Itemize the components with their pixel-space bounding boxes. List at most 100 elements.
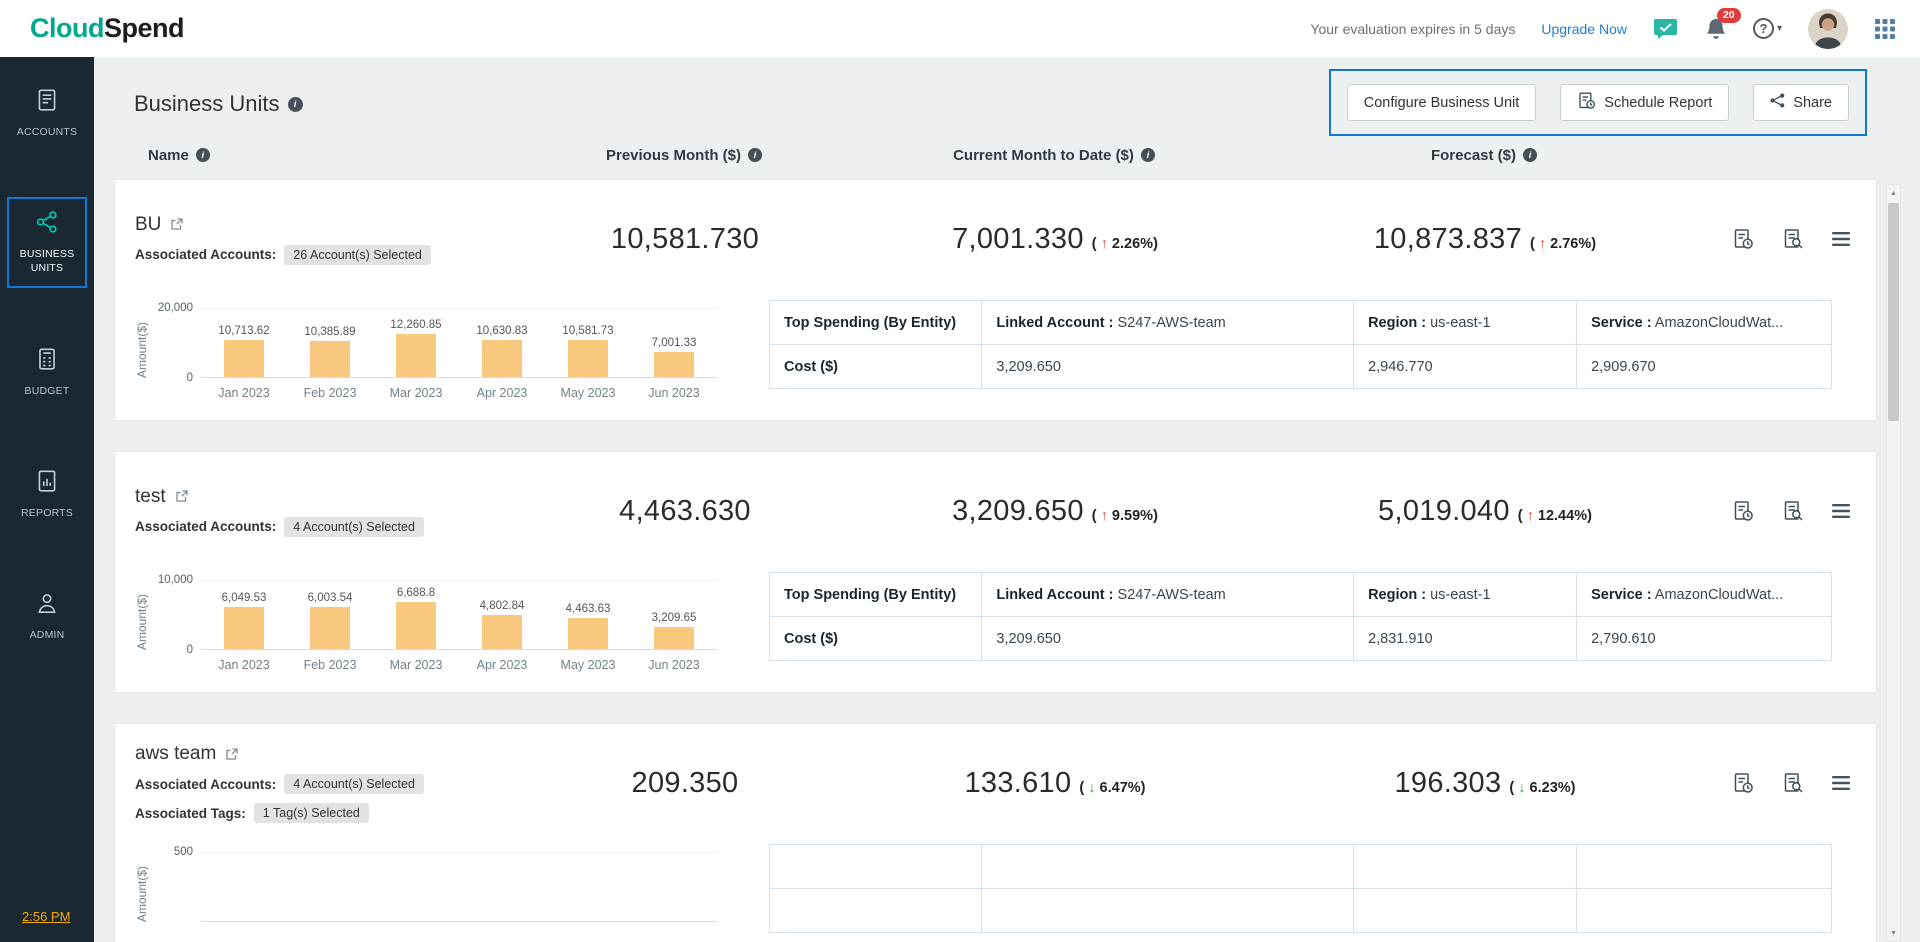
chart-plot-area bbox=[201, 852, 717, 922]
upgrade-now-link[interactable]: Upgrade Now bbox=[1541, 21, 1627, 37]
share-button[interactable]: Share bbox=[1753, 84, 1849, 121]
table-value-cell: 3,209.650 bbox=[982, 345, 1354, 389]
bar-value-label: 10,713.62 bbox=[218, 325, 269, 337]
forecast-change: ( ↓ 6.23%) bbox=[1509, 780, 1575, 796]
x-axis-label: Apr 2023 bbox=[459, 378, 545, 400]
associated-accounts-badge: 4 Account(s) Selected bbox=[284, 517, 424, 537]
scrollbar-track[interactable] bbox=[1887, 201, 1900, 925]
table-header-cell: Region : us-east-1 bbox=[1354, 301, 1577, 345]
export-report-icon[interactable] bbox=[1732, 772, 1754, 794]
view-report-icon[interactable] bbox=[1782, 228, 1804, 250]
sidebar-item-label: ACCOUNTS bbox=[17, 125, 78, 139]
table-header-label: Top Spending (By Entity) bbox=[784, 587, 956, 603]
x-axis-label: Jun 2023 bbox=[631, 650, 717, 672]
external-link-icon[interactable] bbox=[225, 748, 238, 761]
chat-icon[interactable] bbox=[1653, 17, 1679, 41]
export-report-icon[interactable] bbox=[1732, 228, 1754, 250]
business-unit-name[interactable]: test bbox=[135, 486, 166, 508]
chart-bar bbox=[224, 607, 264, 649]
change-percent: 9.59% bbox=[1108, 508, 1153, 524]
forecast-value: 10,873.837( ↑ 2.76%) bbox=[1275, 223, 1695, 256]
up-trend-arrow: ↑ bbox=[1101, 508, 1108, 524]
current-month-change: ( ↑ 9.59%) bbox=[1092, 508, 1158, 524]
sidebar-item-business-units[interactable]: BUSINESS UNITS bbox=[7, 197, 87, 287]
sidebar-item-label: REPORTS bbox=[21, 506, 73, 520]
user-avatar[interactable] bbox=[1808, 9, 1848, 49]
help-menu[interactable]: ? ▾ bbox=[1753, 18, 1782, 39]
business-units-list: BU Associated Accounts: 26 Account(s) Se… bbox=[114, 179, 1877, 942]
info-icon[interactable]: i bbox=[748, 148, 762, 162]
y-axis-min-tick: 0 bbox=[187, 372, 193, 384]
topbar: CloudSpend Your evaluation expires in 5 … bbox=[0, 0, 1920, 57]
down-trend-arrow: ↓ bbox=[1518, 780, 1525, 796]
vertical-scrollbar[interactable]: ▲ ▼ bbox=[1886, 184, 1901, 942]
card-menu-icon[interactable] bbox=[1832, 775, 1852, 791]
y-axis-max-tick: 20,000 bbox=[158, 302, 193, 314]
cloudspend-logo[interactable]: CloudSpend bbox=[30, 13, 184, 44]
business-units-icon bbox=[34, 209, 60, 240]
session-time[interactable]: 2:56 PM bbox=[22, 909, 70, 924]
card-menu-icon[interactable] bbox=[1832, 231, 1852, 247]
chart-bar bbox=[568, 340, 608, 377]
bar-value-label: 6,688.8 bbox=[397, 587, 435, 599]
down-trend-arrow: ↓ bbox=[1088, 780, 1095, 796]
view-report-icon[interactable] bbox=[1782, 500, 1804, 522]
monthly-spend-chart: Amount($) 500 bbox=[135, 830, 735, 922]
view-report-icon[interactable] bbox=[1782, 772, 1804, 794]
forecast-value: 196.303( ↓ 6.23%) bbox=[1275, 767, 1695, 800]
scroll-down-arrow[interactable]: ▼ bbox=[1887, 925, 1900, 941]
info-icon[interactable]: i bbox=[1523, 148, 1537, 162]
table-header-cell bbox=[1577, 845, 1832, 889]
schedule-report-icon bbox=[1577, 91, 1596, 114]
y-axis-max-tick: 500 bbox=[174, 846, 193, 858]
export-report-icon[interactable] bbox=[1732, 500, 1754, 522]
sidebar-item-accounts[interactable]: ACCOUNTS bbox=[7, 75, 87, 151]
x-axis-label: May 2023 bbox=[545, 378, 631, 400]
scrollbar-thumb[interactable] bbox=[1888, 203, 1899, 421]
bar-value-label: 6,003.54 bbox=[308, 592, 353, 604]
table-header-cell: Service : AmazonCloudWat... bbox=[1577, 573, 1832, 617]
sidebar-item-label: ADMIN bbox=[30, 628, 65, 642]
logo-text-spend: Spend bbox=[104, 13, 184, 43]
associated-accounts-label: Associated Accounts: bbox=[135, 777, 276, 792]
info-icon[interactable]: i bbox=[1141, 148, 1155, 162]
table-header-row bbox=[770, 845, 1832, 889]
sidebar-item-budget[interactable]: BUDGET bbox=[7, 334, 87, 410]
business-unit-name[interactable]: aws team bbox=[135, 743, 216, 765]
bar-value-label: 10,581.73 bbox=[562, 325, 613, 337]
monthly-spend-chart: Amount($) 10,000 0 6,049.536,003.546,688… bbox=[135, 558, 735, 672]
notifications-bell-icon[interactable]: 20 bbox=[1705, 17, 1727, 41]
chart-bar-slot: 10,385.89 bbox=[287, 326, 373, 377]
sidebar-item-reports[interactable]: REPORTS bbox=[7, 456, 87, 532]
forecast-value: 5,019.040( ↑ 12.44%) bbox=[1275, 495, 1695, 528]
monthly-spend-chart: Amount($) 20,000 0 10,713.6210,385.8912,… bbox=[135, 286, 735, 400]
table-header-label: Service : bbox=[1591, 315, 1651, 331]
card-menu-icon[interactable] bbox=[1832, 503, 1852, 519]
chart-bar-slot: 4,802.84 bbox=[459, 600, 545, 649]
sidebar-item-admin[interactable]: ADMIN bbox=[7, 578, 87, 654]
table-column-headers: Namei Previous Month ($)i Current Month … bbox=[114, 137, 1877, 173]
top-spending-table: Top Spending (By Entity)Linked Account :… bbox=[769, 572, 1832, 661]
current-month-change: ( ↑ 2.26%) bbox=[1092, 236, 1158, 252]
external-link-icon[interactable] bbox=[170, 218, 183, 231]
chart-bar-slot: 7,001.33 bbox=[631, 337, 717, 377]
main-content: Business Units i Configure Business Unit… bbox=[94, 57, 1920, 942]
table-value-cell: 2,946.770 bbox=[1354, 345, 1577, 389]
chart-bar-slot: 12,260.85 bbox=[373, 319, 459, 377]
apps-grid-icon[interactable] bbox=[1874, 18, 1896, 40]
scroll-up-arrow[interactable]: ▲ bbox=[1887, 185, 1900, 201]
configure-business-unit-button[interactable]: Configure Business Unit bbox=[1347, 84, 1537, 121]
page-header: Business Units i Configure Business Unit… bbox=[114, 57, 1877, 137]
associated-tags-badge: 1 Tag(s) Selected bbox=[254, 803, 369, 823]
schedule-report-button[interactable]: Schedule Report bbox=[1560, 84, 1729, 121]
external-link-icon[interactable] bbox=[175, 490, 188, 503]
info-icon[interactable]: i bbox=[196, 148, 210, 162]
up-trend-arrow: ↑ bbox=[1527, 508, 1534, 524]
logo-text-cloud: Cloud bbox=[30, 13, 104, 43]
table-value-cell bbox=[1577, 889, 1832, 933]
info-icon[interactable]: i bbox=[288, 97, 303, 112]
change-percent: 6.47% bbox=[1096, 780, 1141, 796]
business-unit-name[interactable]: BU bbox=[135, 214, 161, 236]
chart-bar bbox=[310, 341, 350, 377]
table-row-label-cell: Cost ($) bbox=[770, 345, 982, 389]
